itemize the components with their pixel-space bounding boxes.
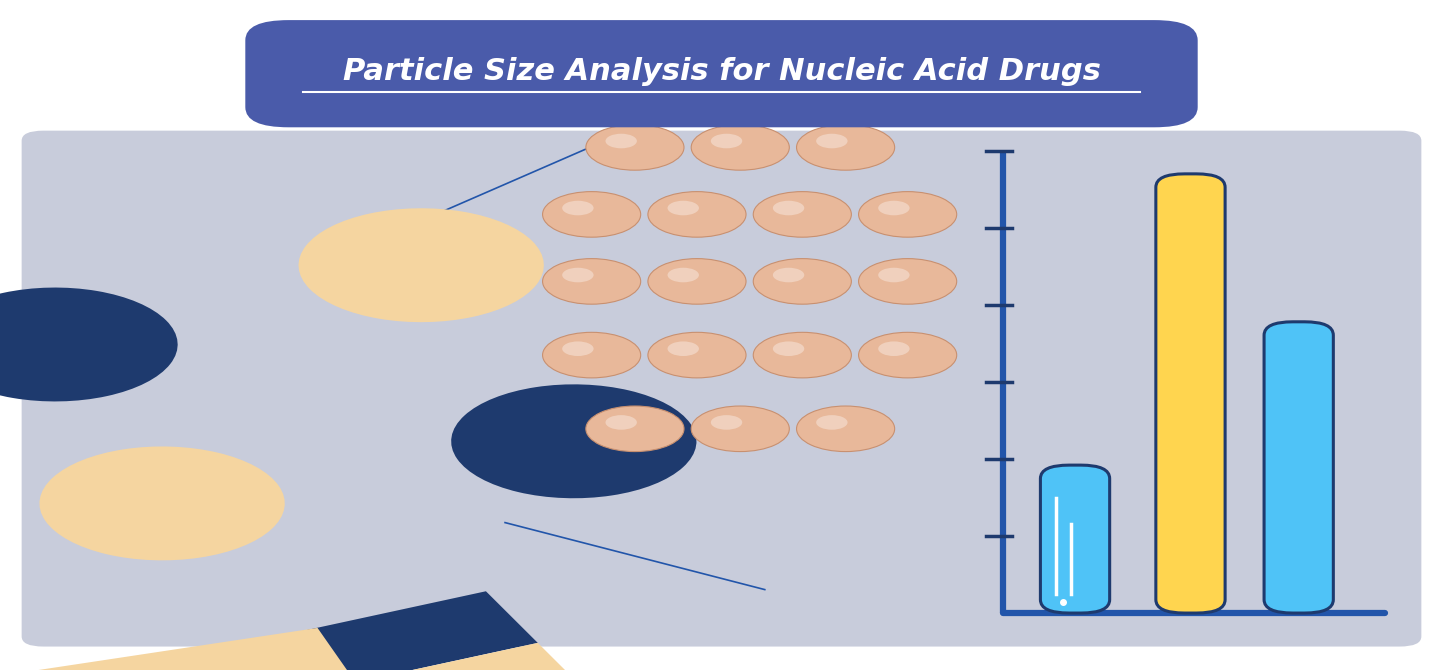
Circle shape (668, 201, 698, 215)
Circle shape (859, 192, 957, 237)
Circle shape (797, 406, 895, 452)
Circle shape (606, 134, 636, 148)
FancyBboxPatch shape (1156, 174, 1225, 613)
Circle shape (879, 268, 909, 282)
Circle shape (586, 125, 684, 170)
Circle shape (563, 268, 593, 282)
Polygon shape (553, 647, 589, 669)
Circle shape (817, 134, 847, 148)
Circle shape (773, 201, 804, 215)
FancyBboxPatch shape (245, 20, 1198, 127)
Circle shape (648, 259, 746, 304)
Circle shape (563, 342, 593, 356)
Circle shape (711, 415, 742, 429)
Circle shape (668, 268, 698, 282)
Circle shape (879, 201, 909, 215)
Circle shape (753, 332, 851, 378)
Circle shape (648, 332, 746, 378)
Circle shape (753, 192, 851, 237)
Circle shape (711, 134, 742, 148)
Circle shape (879, 342, 909, 356)
Polygon shape (172, 643, 590, 670)
Ellipse shape (299, 208, 544, 322)
Circle shape (859, 332, 957, 378)
FancyBboxPatch shape (22, 131, 1421, 647)
Circle shape (648, 192, 746, 237)
Ellipse shape (0, 287, 177, 401)
Circle shape (586, 406, 684, 452)
Circle shape (773, 342, 804, 356)
Circle shape (543, 192, 641, 237)
FancyBboxPatch shape (1264, 322, 1333, 613)
Circle shape (773, 268, 804, 282)
Circle shape (797, 125, 895, 170)
Polygon shape (120, 591, 538, 670)
Circle shape (753, 259, 851, 304)
Circle shape (859, 259, 957, 304)
Text: Particle Size Analysis for Nucleic Acid Drugs: Particle Size Analysis for Nucleic Acid … (342, 57, 1101, 86)
Ellipse shape (452, 385, 697, 498)
FancyBboxPatch shape (1040, 465, 1110, 613)
Circle shape (563, 201, 593, 215)
Polygon shape (0, 628, 355, 670)
Circle shape (691, 406, 789, 452)
Circle shape (668, 342, 698, 356)
Circle shape (817, 415, 847, 429)
Circle shape (543, 259, 641, 304)
Circle shape (691, 125, 789, 170)
Ellipse shape (39, 446, 284, 560)
Circle shape (606, 415, 636, 429)
Circle shape (543, 332, 641, 378)
